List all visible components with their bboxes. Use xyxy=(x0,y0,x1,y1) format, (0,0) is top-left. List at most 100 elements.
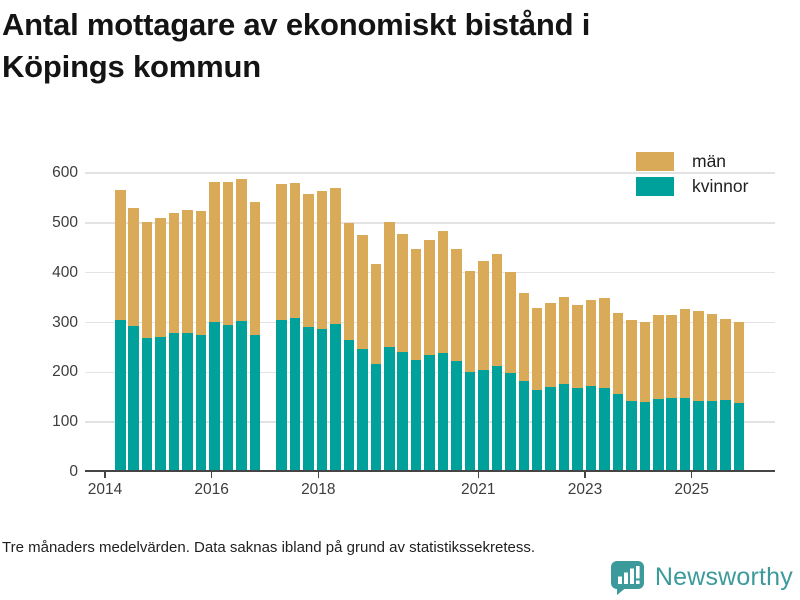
bar-kvinnor-2016 Q2 xyxy=(222,325,234,472)
bar-kvinnor-2021 Q3 xyxy=(505,373,516,472)
bar-kvinnor-2019 Q4 xyxy=(410,360,422,472)
y-axis: 0 100 200 300 400 500 600 xyxy=(0,145,78,480)
bar-man-2016 Q2 xyxy=(222,182,234,325)
bar-man-2022 Q4 xyxy=(572,305,583,389)
bar-kvinnor-2015 Q3 xyxy=(182,332,193,472)
x-tick-label-2016: 2016 xyxy=(194,481,229,498)
title-line-1: Antal mottagare av ekonomiskt bistånd i xyxy=(2,7,591,42)
bar-man-2020 Q1 xyxy=(424,240,435,355)
bar-man-2017 Q2 xyxy=(276,184,287,321)
bar-man-2018 Q4 xyxy=(357,235,368,349)
x-tick-2023 xyxy=(584,472,586,478)
bar-kvinnor-2015 Q4 xyxy=(195,334,207,472)
bar-man-2025 Q4 xyxy=(733,322,745,404)
bar-man-2015 Q2 xyxy=(168,213,180,334)
y-tick-label-0: 0 xyxy=(69,463,78,480)
bar-man-2024 Q1 xyxy=(639,322,651,403)
bar-kvinnor-2024 Q2 xyxy=(653,398,664,472)
bar-kvinnor-2016 Q1 xyxy=(209,322,220,472)
bar-man-2016 Q3 xyxy=(236,178,247,322)
bar-man-2019 Q1 xyxy=(370,264,382,364)
bar-series xyxy=(85,145,775,472)
x-axis: 2014 2016 2018 2021 2023 2025 xyxy=(85,472,775,522)
x-tick-2018 xyxy=(317,472,320,478)
bar-kvinnor-2017 Q2 xyxy=(276,320,287,472)
bar-kvinnor-2015 Q1 xyxy=(155,336,166,472)
bar-kvinnor-2025 Q4 xyxy=(733,403,745,472)
bar-kvinnor-2024 Q3 xyxy=(666,397,677,472)
bar-man-2022 Q3 xyxy=(558,297,570,384)
bar-man-2019 Q3 xyxy=(397,233,408,352)
x-tick-2014 xyxy=(104,472,106,478)
bar-kvinnor-2014 Q2 xyxy=(115,320,126,472)
bar-kvinnor-2020 Q1 xyxy=(424,354,435,472)
bar-kvinnor-2025 Q3 xyxy=(720,399,731,472)
bar-kvinnor-2018 Q3 xyxy=(343,339,355,472)
x-tick-label-2014: 2014 xyxy=(87,481,123,498)
bar-kvinnor-2014 Q3 xyxy=(128,326,139,472)
gridline-600 xyxy=(85,172,775,174)
newsworthy-icon xyxy=(610,561,644,595)
bar-man-2016 Q1 xyxy=(209,181,220,323)
y-tick-label-200: 200 xyxy=(52,363,78,381)
bar-kvinnor-2017 Q3 xyxy=(289,317,301,472)
bar-man-2014 Q3 xyxy=(128,207,139,326)
bar-kvinnor-2021 Q4 xyxy=(518,380,529,472)
newsworthy-logo: Newsworthy xyxy=(609,559,793,596)
legend-item-kvinnor: kvinnor xyxy=(636,176,748,196)
bar-man-2021 Q3 xyxy=(505,271,516,374)
bar-kvinnor-2024 Q1 xyxy=(639,402,651,472)
bar-kvinnor-2020 Q4 xyxy=(464,372,476,472)
legend: män kvinnor xyxy=(636,151,748,201)
bar-man-2021 Q4 xyxy=(518,292,529,381)
bar-kvinnor-2022 Q3 xyxy=(558,383,570,472)
bar-kvinnor-2018 Q4 xyxy=(357,348,368,472)
bar-kvinnor-2014 Q4 xyxy=(141,338,153,472)
plot-area xyxy=(85,145,775,472)
legend-item-man: män xyxy=(636,151,748,171)
bar-kvinnor-2017 Q4 xyxy=(303,326,314,472)
bar-kvinnor-2021 Q1 xyxy=(478,369,489,472)
bar-kvinnor-2023 Q1 xyxy=(585,385,597,472)
bar-kvinnor-2022 Q4 xyxy=(572,388,583,472)
bar-man-2022 Q1 xyxy=(531,307,543,390)
footnote: Tre månaders medelvärden. Data saknas ib… xyxy=(2,539,536,556)
y-tick-label-600: 600 xyxy=(52,164,78,182)
bar-man-2014 Q4 xyxy=(141,221,153,339)
y-tick-label-100: 100 xyxy=(52,413,78,431)
bar-man-2020 Q3 xyxy=(451,248,462,362)
bar-man-2025 Q2 xyxy=(706,314,718,402)
legend-label-kvinnor: kvinnor xyxy=(692,175,749,196)
x-tick-label-2021: 2021 xyxy=(461,481,496,498)
bar-man-2024 Q4 xyxy=(679,308,691,399)
bar-kvinnor-2019 Q3 xyxy=(397,351,408,472)
bar-man-2017 Q3 xyxy=(289,183,301,318)
bar-kvinnor-2025 Q1 xyxy=(693,400,704,472)
x-tick-label-2018: 2018 xyxy=(301,481,336,498)
bar-man-2024 Q2 xyxy=(653,315,664,399)
bar-kvinnor-2025 Q2 xyxy=(706,401,718,472)
newsworthy-wordmark: Newsworthy xyxy=(654,563,793,591)
bar-man-2023 Q1 xyxy=(585,300,597,386)
legend-swatch-man xyxy=(636,151,674,171)
bar-man-2019 Q2 xyxy=(384,222,395,348)
bar-man-2023 Q3 xyxy=(612,313,624,394)
bar-man-2025 Q3 xyxy=(720,318,731,400)
bar-kvinnor-2019 Q1 xyxy=(370,363,382,472)
bar-man-2021 Q2 xyxy=(491,254,503,367)
bar-kvinnor-2023 Q4 xyxy=(626,400,637,472)
bar-kvinnor-2021 Q2 xyxy=(491,366,503,472)
bar-man-2023 Q4 xyxy=(626,319,637,401)
bar-man-2023 Q2 xyxy=(599,297,610,388)
bar-man-2024 Q3 xyxy=(666,315,677,398)
bar-kvinnor-2015 Q2 xyxy=(168,333,180,472)
gridline-500 xyxy=(85,222,775,224)
bar-kvinnor-2022 Q2 xyxy=(545,387,556,472)
bar-man-2020 Q2 xyxy=(437,231,449,354)
bar-man-2017 Q4 xyxy=(303,193,314,327)
y-tick-label-500: 500 xyxy=(52,213,78,231)
bar-kvinnor-2018 Q2 xyxy=(330,324,341,472)
bar-kvinnor-2024 Q4 xyxy=(679,398,691,472)
bar-man-2019 Q4 xyxy=(410,249,422,361)
